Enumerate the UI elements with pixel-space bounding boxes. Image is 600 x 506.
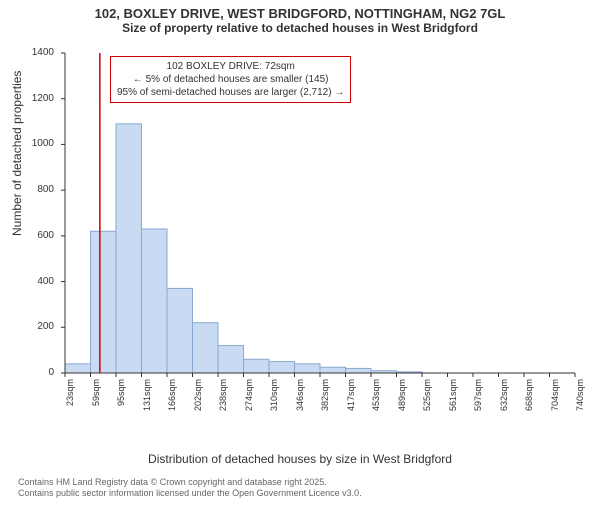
x-tick-label: 382sqm <box>320 379 330 419</box>
y-axis-label: Number of detached properties <box>10 71 24 236</box>
x-tick-label: 668sqm <box>524 379 534 419</box>
x-tick-label: 23sqm <box>65 379 75 419</box>
x-tick-label: 238sqm <box>218 379 228 419</box>
y-tick-label: 1000 <box>24 138 54 149</box>
y-tick-label: 400 <box>24 276 54 287</box>
plot-area: 0200400600800100012001400 23sqm59sqm95sq… <box>60 48 580 418</box>
callout-line3: 95% of semi-detached houses are larger (… <box>117 86 344 99</box>
x-tick-label: 561sqm <box>448 379 458 419</box>
x-tick-label: 131sqm <box>142 379 152 419</box>
x-tick-label: 597sqm <box>473 379 483 419</box>
x-tick-label: 202sqm <box>193 379 203 419</box>
x-tick-label: 274sqm <box>244 379 254 419</box>
callout-box: 102 BOXLEY DRIVE: 72sqm ← 5% of detached… <box>110 56 351 103</box>
footer-line1: Contains HM Land Registry data © Crown c… <box>18 477 362 489</box>
x-tick-label: 740sqm <box>575 379 585 419</box>
title-address: 102, BOXLEY DRIVE, WEST BRIDGFORD, NOTTI… <box>0 6 600 21</box>
x-tick-label: 704sqm <box>550 379 560 419</box>
histogram-svg <box>60 48 580 418</box>
x-tick-label: 417sqm <box>346 379 356 419</box>
x-tick-label: 166sqm <box>167 379 177 419</box>
y-tick-label: 600 <box>24 230 54 241</box>
y-tick-label: 800 <box>24 184 54 195</box>
callout-line2: ← 5% of detached houses are smaller (145… <box>117 73 344 86</box>
x-tick-label: 59sqm <box>91 379 101 419</box>
x-tick-label: 453sqm <box>371 379 381 419</box>
x-tick-label: 489sqm <box>397 379 407 419</box>
x-axis-label: Distribution of detached houses by size … <box>0 452 600 466</box>
footer-line2: Contains public sector information licen… <box>18 488 362 500</box>
x-tick-label: 95sqm <box>116 379 126 419</box>
title-subtitle: Size of property relative to detached ho… <box>0 21 600 35</box>
chart-container: 102, BOXLEY DRIVE, WEST BRIDGFORD, NOTTI… <box>0 6 600 506</box>
y-tick-label: 200 <box>24 321 54 332</box>
x-tick-label: 632sqm <box>499 379 509 419</box>
x-tick-label: 525sqm <box>422 379 432 419</box>
y-tick-label: 0 <box>24 367 54 378</box>
footer-attribution: Contains HM Land Registry data © Crown c… <box>18 477 362 500</box>
y-tick-label: 1400 <box>24 47 54 58</box>
y-tick-label: 1200 <box>24 93 54 104</box>
x-tick-label: 310sqm <box>269 379 279 419</box>
callout-line1: 102 BOXLEY DRIVE: 72sqm <box>117 60 344 73</box>
x-tick-label: 346sqm <box>295 379 305 419</box>
